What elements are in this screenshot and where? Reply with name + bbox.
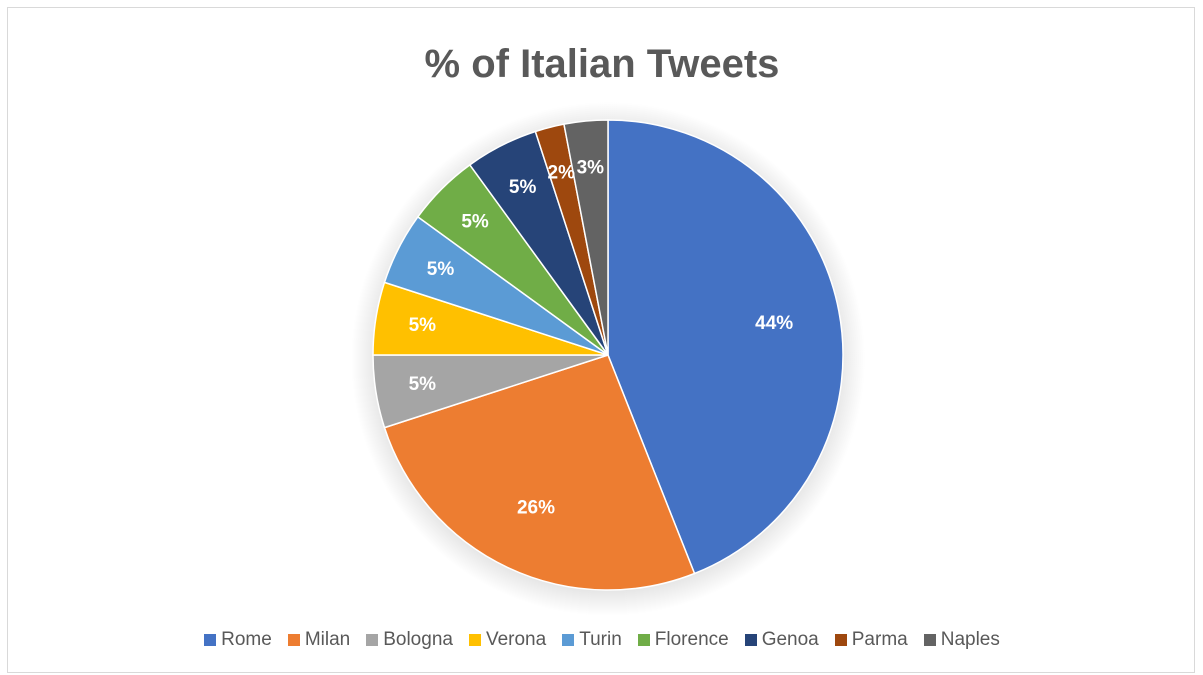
- legend-label: Bologna: [383, 629, 453, 650]
- legend-item-genoa[interactable]: Genoa: [744, 629, 819, 651]
- legend-item-naples[interactable]: Naples: [923, 629, 1000, 651]
- legend-swatch: [468, 634, 481, 646]
- chart-title: % of Italian Tweets: [424, 42, 780, 86]
- legend-label: Rome: [221, 629, 272, 650]
- legend-item-florence[interactable]: Florence: [637, 629, 729, 651]
- legend-swatch: [834, 634, 847, 646]
- data-label-verona: 5%: [409, 315, 437, 336]
- data-label-milan: 26%: [517, 498, 555, 519]
- legend-swatch: [562, 634, 575, 646]
- data-label-genoa: 5%: [509, 177, 537, 198]
- legend-label: Verona: [485, 629, 547, 650]
- data-label-turin: 5%: [427, 259, 455, 280]
- legend-swatch: [637, 634, 650, 646]
- legend-label: Naples: [940, 629, 1000, 650]
- legend-item-parma[interactable]: Parma: [834, 629, 908, 651]
- pie-slice-naples[interactable]: [563, 119, 609, 356]
- chart-frame: % of Italian Tweets 44% 26% 5% 5% 5% 5% 5% 2% 3%…: [7, 7, 1195, 673]
- data-label-rome: 44%: [755, 313, 793, 334]
- legend-item-verona[interactable]: Verona: [468, 629, 547, 651]
- pie-data-labels: 44% 26% 5% 5% 5% 5% 5% 2% 3%: [409, 157, 794, 518]
- legend: Rome Milan Bologna Verona Turin Florence Genoa…: [8, 629, 1196, 651]
- pie-chart: 44% 26% 5% 5% 5% 5% 5% 2% 3%: [351, 102, 865, 616]
- legend-swatch: [366, 634, 379, 646]
- legend-item-bologna[interactable]: Bologna: [366, 629, 453, 651]
- pie-slice-milan[interactable]: [383, 354, 696, 591]
- pie-slices: [372, 119, 844, 591]
- legend-label: Genoa: [761, 629, 819, 650]
- legend-item-turin[interactable]: Turin: [562, 629, 622, 651]
- pie-slice-rome[interactable]: [607, 119, 844, 575]
- data-label-florence: 5%: [461, 212, 489, 233]
- legend-label: Milan: [304, 629, 351, 650]
- legend-label: Parma: [851, 629, 908, 650]
- legend-swatch: [204, 634, 217, 646]
- data-label-naples: 3%: [577, 157, 605, 178]
- legend-label: Florence: [654, 629, 729, 650]
- data-label-bologna: 5%: [409, 374, 437, 395]
- data-label-parma: 2%: [548, 162, 576, 183]
- legend-item-milan[interactable]: Milan: [287, 629, 351, 651]
- legend-swatch: [923, 634, 936, 646]
- legend-item-rome[interactable]: Rome: [204, 629, 272, 651]
- legend-swatch: [287, 634, 300, 646]
- legend-swatch: [744, 634, 757, 646]
- legend-label: Turin: [579, 629, 622, 650]
